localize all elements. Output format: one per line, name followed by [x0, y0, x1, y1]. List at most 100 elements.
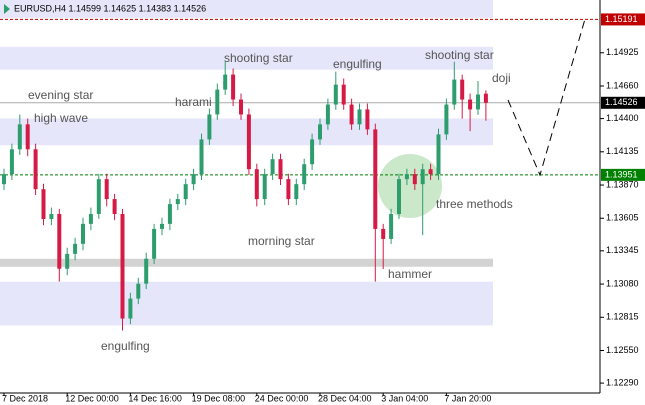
annotation: shooting star: [425, 48, 494, 62]
candle-body: [112, 199, 117, 214]
annotation: high wave: [34, 111, 88, 125]
y-tick-label: 1.14400: [606, 113, 639, 123]
candle-body: [152, 228, 157, 259]
candle-body: [404, 174, 409, 180]
candle-body: [49, 213, 54, 220]
candle-body: [412, 174, 417, 185]
candle-body: [325, 104, 330, 125]
candle-body: [286, 179, 291, 200]
candle-body: [420, 169, 425, 185]
annotation: engulfing: [333, 57, 382, 71]
candle-body: [81, 223, 85, 244]
candle-body: [175, 199, 180, 205]
candle-body: [444, 104, 449, 135]
candle-body: [2, 174, 6, 185]
candle-body: [120, 213, 125, 319]
y-tick-label: 1.13870: [606, 179, 639, 189]
candle-body: [341, 84, 346, 105]
x-tick-label: 14 Dec 16:00: [128, 393, 182, 403]
candle-body: [318, 124, 322, 140]
candle-body: [468, 99, 473, 110]
candle-body: [278, 159, 283, 180]
annotation: hammer: [388, 267, 432, 281]
y-tick-label: 1.12815: [606, 312, 639, 322]
y-tick-label: 1.12290: [606, 377, 639, 387]
y-tick-label: 1.14660: [606, 80, 639, 90]
candle-body: [25, 124, 30, 150]
candle-body: [310, 139, 315, 165]
candle-body: [128, 298, 133, 319]
candle-body: [17, 124, 22, 150]
candle-body: [254, 169, 259, 200]
candle-body: [270, 159, 275, 175]
annotation: evening star: [28, 88, 93, 102]
projection-path: [507, 18, 586, 177]
level-tag: [601, 96, 645, 109]
x-tick-label: 7 Jan 20:00: [444, 393, 491, 403]
candle-body: [333, 84, 338, 105]
candle-body: [476, 94, 480, 110]
candle-body: [223, 74, 228, 90]
candle-body: [9, 149, 14, 175]
x-tick-label: 28 Dec 04:00: [318, 393, 372, 403]
candle-body: [73, 243, 78, 254]
y-tick-label: 1.12550: [606, 345, 639, 355]
zones: [0, 0, 493, 326]
level-tag: [601, 13, 645, 26]
candle-body: [460, 79, 465, 100]
annotation: engulfing: [101, 339, 150, 353]
plot: [0, 18, 600, 331]
candle-body: [207, 114, 212, 140]
y-tick-label: 1.14135: [606, 146, 639, 156]
x-tick-label: 24 Dec 00:00: [255, 393, 309, 403]
candle-body: [144, 258, 149, 284]
y-tick-label: 1.13080: [606, 278, 639, 288]
candle-body: [57, 213, 62, 269]
candle-body: [436, 134, 441, 175]
candle-body: [191, 174, 196, 185]
zone: [0, 0, 493, 18]
candle-body: [294, 184, 299, 200]
candle-body: [428, 169, 433, 175]
annotation: doji: [492, 71, 511, 85]
candle-body: [246, 114, 251, 170]
chart-title: EURUSD,H4 1.14599 1.14625 1.14383 1.1452…: [14, 3, 206, 13]
x-tick-label: 3 Jan 04:00: [381, 393, 428, 403]
x-tick-label: 19 Dec 08:00: [192, 393, 246, 403]
y-tick-label: 1.14925: [606, 47, 639, 57]
candle-body: [136, 283, 141, 299]
y-tick-label: 1.13605: [606, 213, 639, 223]
annotation: morning star: [248, 234, 315, 248]
highlight-circle: [378, 154, 442, 218]
zone: [0, 46, 493, 70]
annotation: three methods: [436, 197, 513, 211]
level-label: 1.15191: [605, 14, 638, 24]
zone: [0, 118, 493, 146]
candle-body: [41, 189, 46, 220]
candle-body: [239, 99, 243, 115]
annotation: shooting star: [224, 51, 293, 65]
candle-body: [397, 179, 401, 214]
level-tag: [601, 168, 645, 181]
level-label: 1.13951: [605, 169, 638, 179]
level-label: 1.14526: [605, 97, 638, 107]
candle-body: [452, 79, 457, 105]
candle-body: [357, 109, 362, 125]
x-tick-label: 12 Dec 00:00: [65, 393, 119, 403]
candle-body: [365, 109, 370, 130]
candle-body: [104, 179, 109, 200]
candle-body: [389, 213, 394, 239]
candle-body: [215, 89, 220, 115]
candle-body: [65, 253, 70, 269]
candle-body: [160, 223, 164, 229]
x-tick-label: 7 Dec 2018: [2, 393, 48, 403]
candle-body: [88, 213, 93, 224]
candle-body: [231, 74, 236, 100]
symbol-icon: [4, 4, 10, 14]
candle-body: [33, 149, 38, 190]
candle-body: [483, 93, 488, 103]
candle-body: [96, 179, 101, 214]
candle-body: [167, 204, 172, 224]
zone: [0, 258, 493, 267]
y-tick-label: 1.13345: [606, 245, 639, 255]
